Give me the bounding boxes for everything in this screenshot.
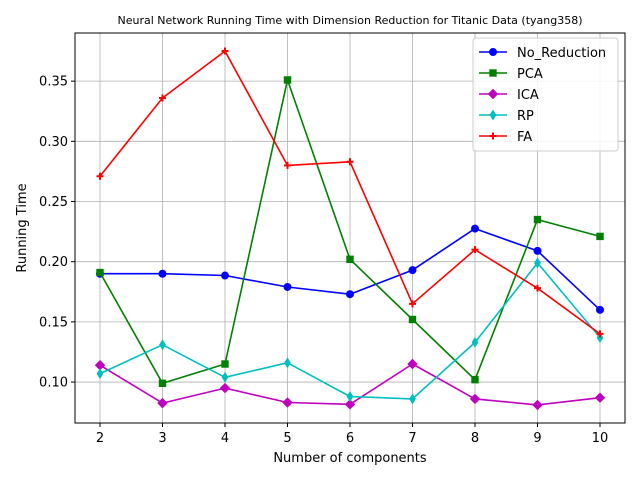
data-point-fa <box>159 94 166 102</box>
data-point-ica <box>344 399 356 410</box>
series-ica <box>94 358 606 411</box>
data-point-no-reduction <box>596 305 604 314</box>
chart-title: Neural Network Running Time with Dimensi… <box>117 14 582 27</box>
data-point-pca <box>471 375 479 384</box>
series-pca <box>96 76 604 387</box>
data-point-fa <box>96 172 104 180</box>
legend-marker-fa <box>489 132 497 140</box>
x-tick-label: 2 <box>96 431 104 446</box>
data-point-rp <box>471 336 479 348</box>
data-point-ica <box>407 358 418 370</box>
x-tick-label: 4 <box>221 431 229 446</box>
data-point-ica <box>157 397 168 409</box>
data-point-no-reduction <box>283 282 292 291</box>
data-point-rp <box>534 257 541 269</box>
data-point-rp <box>221 371 229 383</box>
data-point-no-reduction <box>346 290 354 299</box>
data-point-rp <box>284 357 291 369</box>
y-tick-label: 0.20 <box>39 255 68 270</box>
y-tick-label: 0.15 <box>39 315 68 330</box>
x-axis-label: Number of components <box>273 451 427 466</box>
legend-label-rp: RP <box>517 109 534 124</box>
legend-marker-no-reduction <box>489 48 497 56</box>
x-tick-label: 10 <box>592 431 609 446</box>
data-point-pca <box>283 76 292 84</box>
legend-label-ica: ICA <box>517 88 539 103</box>
x-tick-label: 5 <box>283 431 291 446</box>
y-axis-label: Running Time <box>15 183 30 272</box>
y-tick-label: 0.35 <box>39 75 68 90</box>
data-point-ica <box>219 382 231 394</box>
data-point-ica <box>469 393 481 405</box>
data-point-no-reduction <box>158 269 167 278</box>
x-tick-label: 9 <box>533 431 541 446</box>
data-point-pca <box>408 315 417 324</box>
legend-label-fa: FA <box>517 130 532 145</box>
ticks: 2 3 4 5 6 7 8 9 10 0.10 0.15 0.20 0.25 0.30 0.35 <box>39 75 608 446</box>
data-point-fa <box>221 47 229 55</box>
data-point-rp <box>96 368 104 380</box>
x-tick-label: 6 <box>346 431 354 446</box>
data-point-rp <box>596 332 604 343</box>
data-point-fa <box>284 161 291 169</box>
series-rp <box>96 257 604 405</box>
data-point-fa <box>534 284 541 292</box>
x-tick-label: 8 <box>471 431 479 446</box>
data-point-no-reduction <box>533 246 542 255</box>
legend-item-rp: RP <box>479 109 534 124</box>
data-point-ica <box>532 399 543 411</box>
legend-item-ica: ICA <box>479 88 539 103</box>
data-point-fa <box>471 246 479 254</box>
legend-item-no-reduction: No_Reduction <box>479 46 606 61</box>
data-point-fa <box>409 300 416 308</box>
data-point-ica <box>282 397 293 408</box>
data-point-rp <box>346 391 354 402</box>
data-point-fa <box>346 158 354 166</box>
data-point-pca <box>96 268 104 277</box>
data-point-pca <box>596 232 604 241</box>
x-tick-label: 7 <box>408 431 416 446</box>
data-point-rp <box>159 339 166 351</box>
data-point-pca <box>158 379 167 387</box>
data-point-pca <box>346 255 354 263</box>
legend-label-pca: PCA <box>517 67 543 82</box>
data-point-no-reduction <box>221 271 229 280</box>
legend-marker-pca <box>489 69 497 77</box>
data-point-rp <box>409 393 416 405</box>
legend-box <box>472 37 619 152</box>
data-point-ica <box>594 392 606 403</box>
legend-item-fa: FA <box>479 130 532 145</box>
legend-marker-rp <box>489 109 497 121</box>
data-point-no-reduction <box>471 224 479 233</box>
data-point-pca <box>221 360 229 368</box>
y-tick-label: 0.25 <box>39 195 68 210</box>
y-tick-label: 0.10 <box>39 376 68 391</box>
legend-label-no-reduction: No_Reduction <box>517 46 606 61</box>
data-point-fa <box>596 330 604 338</box>
series-fa <box>96 47 604 338</box>
x-tick-label: 3 <box>158 431 166 446</box>
y-tick-label: 0.30 <box>39 135 68 150</box>
data-point-no-reduction <box>408 266 417 275</box>
legend-item-pca: PCA <box>479 67 543 82</box>
legend: No_Reduction PCA ICA RP FA <box>472 37 619 152</box>
series-layer <box>94 47 606 411</box>
legend-marker-ica <box>487 88 499 100</box>
data-point-pca <box>533 215 542 224</box>
